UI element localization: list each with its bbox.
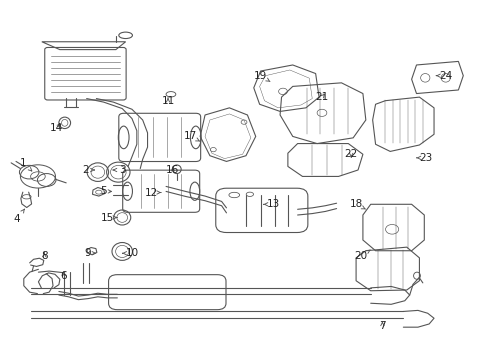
Text: 6: 6 bbox=[60, 271, 67, 281]
Text: 16: 16 bbox=[166, 165, 179, 175]
Text: 18: 18 bbox=[349, 199, 366, 209]
Text: 7: 7 bbox=[379, 321, 386, 331]
Text: 1: 1 bbox=[20, 158, 32, 171]
Text: 19: 19 bbox=[254, 71, 270, 82]
Text: 3: 3 bbox=[113, 165, 125, 175]
Text: 14: 14 bbox=[49, 123, 63, 133]
Text: 22: 22 bbox=[344, 149, 358, 159]
Text: 17: 17 bbox=[184, 131, 200, 141]
Text: 9: 9 bbox=[85, 248, 96, 258]
Text: 21: 21 bbox=[316, 92, 329, 102]
Text: 2: 2 bbox=[82, 165, 94, 175]
Text: 20: 20 bbox=[354, 250, 370, 261]
Text: 23: 23 bbox=[417, 153, 433, 163]
Text: 24: 24 bbox=[436, 71, 452, 81]
Text: 8: 8 bbox=[41, 251, 48, 261]
Text: 13: 13 bbox=[264, 199, 280, 209]
Text: 11: 11 bbox=[161, 96, 174, 106]
Text: 5: 5 bbox=[100, 186, 111, 197]
Text: 12: 12 bbox=[145, 188, 161, 198]
Text: 4: 4 bbox=[14, 209, 24, 224]
Text: 10: 10 bbox=[122, 248, 139, 258]
Text: 15: 15 bbox=[101, 212, 117, 222]
